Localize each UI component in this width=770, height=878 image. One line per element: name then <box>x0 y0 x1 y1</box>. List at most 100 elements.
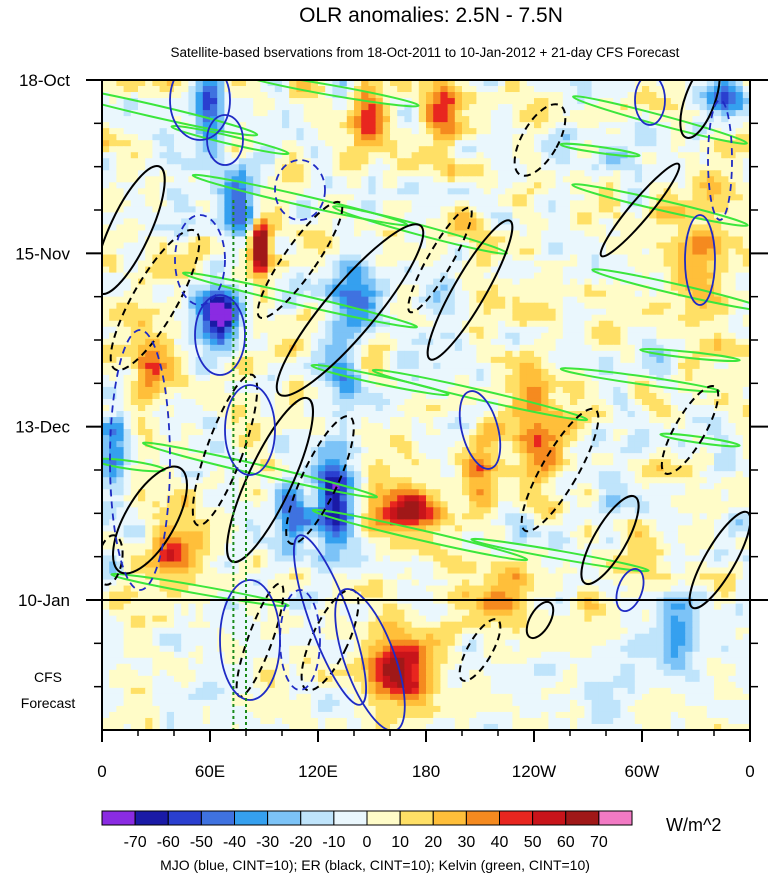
heatmap-cell <box>476 338 485 346</box>
heatmap-cell <box>210 266 218 274</box>
heatmap-cell <box>116 188 125 195</box>
heatmap-cell <box>541 92 549 99</box>
heatmap-cell <box>145 242 153 250</box>
heatmap-cell <box>253 405 261 412</box>
heatmap-cell <box>411 218 420 226</box>
heatmap-cell <box>469 308 477 316</box>
heatmap-cell <box>238 116 247 123</box>
heatmap-cell <box>742 320 750 328</box>
heatmap-cell <box>210 200 218 207</box>
heatmap-cell <box>282 254 290 262</box>
heatmap-cell <box>303 368 312 376</box>
heatmap-cell <box>519 344 528 352</box>
heatmap-cell <box>627 176 636 183</box>
heatmap-cell <box>613 296 621 304</box>
heatmap-cell <box>310 182 319 189</box>
heatmap-cell <box>274 230 283 238</box>
heatmap-cell <box>656 278 665 286</box>
heatmap-cell <box>404 134 413 141</box>
heatmap-cell <box>339 386 348 394</box>
heatmap-cell <box>620 200 629 207</box>
heatmap-cell <box>483 194 492 201</box>
heatmap-cell <box>742 212 750 220</box>
heatmap-cell <box>375 152 384 159</box>
heatmap-cell <box>548 218 557 226</box>
heatmap-cell <box>476 260 485 268</box>
heatmap-cell <box>238 146 247 153</box>
heatmap-cell <box>274 164 283 171</box>
heatmap-cell <box>642 314 650 322</box>
heatmap-cell <box>289 248 297 256</box>
heatmap-cell <box>598 176 607 183</box>
heatmap-cell <box>656 326 665 334</box>
heatmap-cell <box>332 320 341 328</box>
heatmap-cell <box>728 230 737 238</box>
heatmap-cell <box>706 272 715 280</box>
heatmap-cell <box>634 92 643 99</box>
heatmap-cell <box>390 158 398 165</box>
heatmap-cell <box>102 386 110 394</box>
heatmap-cell <box>418 140 427 147</box>
heatmap-cell <box>289 278 297 286</box>
heatmap-cell <box>498 104 506 111</box>
heatmap-cell <box>195 104 204 111</box>
heatmap-cell <box>541 134 549 141</box>
heatmap-cell <box>274 356 283 364</box>
heatmap-cell <box>721 116 729 123</box>
heatmap-cell <box>505 140 513 147</box>
heatmap-cell <box>620 308 629 316</box>
heatmap-cell <box>339 314 348 322</box>
heatmap-cell <box>339 296 348 304</box>
heatmap-cell <box>577 338 585 346</box>
heatmap-cell <box>498 122 506 129</box>
heatmap-cell <box>642 242 650 250</box>
heatmap-cell <box>469 86 477 93</box>
heatmap-cell <box>584 104 593 111</box>
heatmap-cell <box>411 206 420 214</box>
heatmap-cell <box>382 260 391 268</box>
heatmap-cell <box>116 411 125 418</box>
heatmap-cell <box>735 128 744 135</box>
heatmap-cell <box>404 86 413 93</box>
heatmap-cell <box>714 110 722 117</box>
heatmap-cell <box>706 164 715 171</box>
heatmap-cell <box>210 158 218 165</box>
heatmap-cell <box>476 254 485 262</box>
heatmap-cell <box>634 176 643 183</box>
heatmap-cell <box>613 194 621 201</box>
heatmap-cell <box>109 278 117 286</box>
heatmap-cell <box>591 110 600 117</box>
heatmap-cell <box>123 224 132 232</box>
heatmap-cell <box>663 176 672 183</box>
heatmap-cell <box>195 200 204 207</box>
heatmap-cell <box>267 92 276 99</box>
heatmap-cell <box>505 344 513 352</box>
heatmap-cell <box>534 164 542 171</box>
heatmap-cell <box>346 290 355 298</box>
heatmap-cell <box>303 80 312 87</box>
heatmap-cell <box>534 296 542 304</box>
heatmap-cell <box>368 158 377 165</box>
heatmap-cell <box>519 182 528 189</box>
heatmap-cell <box>699 164 708 171</box>
heatmap-cell <box>130 104 139 111</box>
heatmap-cell <box>418 398 427 406</box>
heatmap-cell <box>181 92 189 99</box>
heatmap-cell <box>390 218 398 226</box>
heatmap-cell <box>166 398 175 406</box>
heatmap-cell <box>361 170 369 177</box>
heatmap-cell <box>246 332 254 340</box>
heatmap-cell <box>483 405 492 412</box>
heatmap-cell <box>642 290 650 298</box>
heatmap-cell <box>490 218 499 226</box>
heatmap-cell <box>361 152 369 159</box>
heatmap-cell <box>440 308 449 316</box>
heatmap-cell <box>699 104 708 111</box>
heatmap-cell <box>584 242 593 250</box>
heatmap-cell <box>562 170 571 177</box>
heatmap-cell <box>238 362 247 370</box>
heatmap-cell <box>159 368 168 376</box>
heatmap-cell <box>217 338 225 346</box>
heatmap-cell <box>663 158 672 165</box>
heatmap-cell <box>728 254 737 262</box>
